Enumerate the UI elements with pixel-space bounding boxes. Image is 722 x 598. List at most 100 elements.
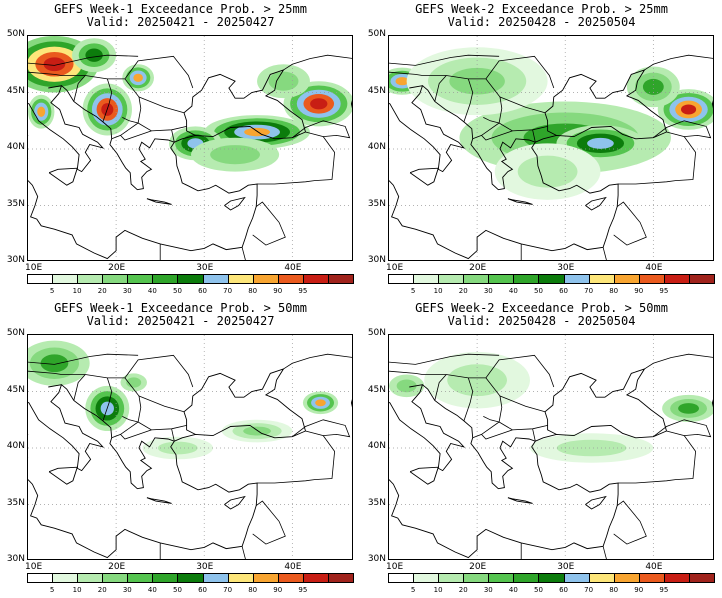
country-border bbox=[434, 75, 447, 102]
coastline bbox=[585, 495, 607, 510]
colorbar-label: 70 bbox=[584, 287, 594, 295]
colorbar-label: 30 bbox=[483, 287, 493, 295]
probability-contour bbox=[447, 364, 507, 397]
colorbar-label: 10 bbox=[433, 287, 443, 295]
latitude-label: 35N bbox=[367, 198, 386, 209]
country-border bbox=[102, 377, 113, 422]
colorbar-swatch bbox=[413, 573, 440, 583]
coastline bbox=[389, 384, 619, 559]
probability-shading bbox=[389, 351, 713, 463]
colorbar-swatch bbox=[463, 573, 490, 583]
country-border bbox=[532, 129, 536, 143]
latitude-label: 45N bbox=[6, 85, 25, 96]
colorbar-swatch bbox=[388, 573, 415, 583]
valid-period: Valid: 20250421 - 20250427 bbox=[86, 15, 275, 29]
colorbar-label: 30 bbox=[122, 287, 132, 295]
probability-contour bbox=[681, 104, 697, 115]
country-border bbox=[644, 353, 713, 370]
colorbar-label: 40 bbox=[147, 287, 157, 295]
country-border bbox=[122, 416, 139, 423]
colorbar-label: 20 bbox=[458, 586, 468, 594]
probability-contour bbox=[556, 439, 627, 457]
country-border bbox=[61, 354, 194, 388]
longitude-label: 30E bbox=[557, 562, 575, 572]
longitude-label: 40E bbox=[645, 263, 663, 273]
colorbar-swatch bbox=[413, 274, 440, 284]
coastline bbox=[507, 198, 533, 205]
probability-contour bbox=[243, 426, 271, 436]
colorbar-swatch bbox=[688, 274, 715, 284]
country-border bbox=[481, 130, 513, 141]
colorbar-label: 40 bbox=[508, 586, 518, 594]
probability-contour bbox=[449, 67, 505, 95]
colorbar-label: 10 bbox=[72, 586, 82, 594]
country-border bbox=[171, 428, 175, 442]
colorbar-label: 95 bbox=[298, 586, 308, 594]
colorbar-swatch bbox=[27, 573, 54, 583]
country-border bbox=[483, 416, 500, 423]
colorbar-label: 95 bbox=[298, 287, 308, 295]
country-border bbox=[111, 377, 142, 439]
longitude-label: 20E bbox=[108, 562, 126, 572]
colorbar-label: 5 bbox=[410, 586, 416, 594]
coastline bbox=[28, 85, 258, 260]
latitude-label: 30N bbox=[6, 554, 25, 564]
colorbar-swatch bbox=[588, 274, 615, 284]
country-border bbox=[252, 201, 286, 246]
colorbar-label: 60 bbox=[559, 287, 568, 295]
longitude-label: 20E bbox=[108, 263, 126, 273]
country-border bbox=[653, 419, 712, 438]
colorbar-swatch bbox=[277, 274, 304, 284]
longitude-label: 10E bbox=[25, 263, 43, 273]
coastline bbox=[28, 85, 105, 173]
country-border bbox=[138, 395, 185, 413]
country-border bbox=[613, 500, 647, 545]
colorbar-swatch bbox=[438, 573, 465, 583]
colorbar-label: 40 bbox=[147, 586, 157, 594]
colorbar bbox=[27, 274, 354, 285]
country-border bbox=[257, 430, 336, 484]
probability-contour bbox=[37, 106, 46, 117]
colorbar bbox=[388, 573, 715, 584]
probability-contour bbox=[157, 441, 198, 455]
country-border bbox=[102, 78, 113, 123]
country-border bbox=[389, 71, 423, 76]
country-border bbox=[292, 419, 351, 438]
coastline bbox=[224, 495, 246, 510]
latitude-label: 50N bbox=[367, 29, 386, 39]
latitude-label: 50N bbox=[6, 328, 25, 338]
colorbar-swatch bbox=[613, 573, 640, 583]
probability-contour bbox=[310, 98, 328, 110]
latitude-label: 35N bbox=[367, 497, 386, 508]
country-border bbox=[28, 370, 62, 375]
country-border bbox=[389, 353, 500, 365]
colorbar-label: 5 bbox=[49, 586, 55, 594]
colorbar-swatch bbox=[177, 274, 204, 284]
colorbar-swatch bbox=[388, 274, 415, 284]
colorbar-swatch bbox=[77, 274, 104, 284]
longitude-label: 30E bbox=[196, 562, 214, 572]
map-panel-4: GEFS Week-2 Exceedance Prob. > 50mm Valid… bbox=[361, 299, 722, 598]
colorbar-swatch bbox=[177, 573, 204, 583]
colorbar-label: 20 bbox=[97, 287, 107, 295]
colorbar-label: 90 bbox=[634, 586, 644, 594]
country-border bbox=[463, 78, 474, 123]
country-border bbox=[137, 122, 187, 132]
map-panel-1: GEFS Week-1 Exceedance Prob. > 25mm Valid… bbox=[0, 0, 361, 299]
colorbar-swatch bbox=[663, 573, 690, 583]
coastline bbox=[224, 196, 246, 211]
coastline bbox=[389, 85, 619, 260]
coastline bbox=[146, 198, 172, 205]
coastline bbox=[409, 167, 439, 186]
colorbar-label: 5 bbox=[410, 287, 416, 295]
country-border bbox=[481, 429, 513, 440]
colorbar-label: 10 bbox=[72, 287, 82, 295]
country-border bbox=[499, 96, 546, 114]
probability-contour bbox=[133, 73, 143, 82]
colorbar-swatch bbox=[227, 274, 254, 284]
colorbar-swatch bbox=[638, 274, 665, 284]
country-border bbox=[122, 117, 139, 124]
country-border bbox=[73, 374, 86, 401]
probability-contour bbox=[40, 354, 69, 373]
panel-title: GEFS Week-1 Exceedance Prob. > 25mm bbox=[54, 2, 307, 16]
